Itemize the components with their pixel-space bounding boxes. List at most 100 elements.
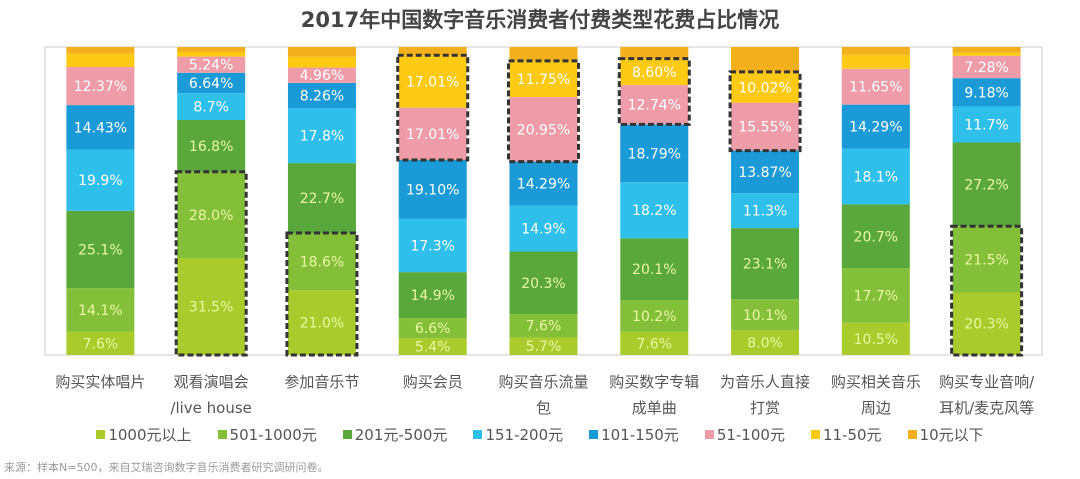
bar-segment: [287, 163, 356, 234]
bar-segment: [952, 78, 1021, 107]
legend-label: 201元-500元: [354, 426, 448, 444]
bar-segment: [66, 210, 135, 289]
bar-segment: [177, 171, 246, 258]
bar-segment: [841, 104, 910, 149]
bar-segment: [952, 292, 1021, 355]
data-label: 7.6%: [636, 336, 672, 352]
data-label: 11.7%: [964, 117, 1008, 133]
legend-swatch: [704, 430, 714, 439]
bar-segment: [177, 119, 246, 172]
bar-segment: [398, 318, 467, 339]
bar-segment: [841, 68, 910, 105]
category-label: 包: [536, 399, 551, 417]
data-label: 11.75%: [517, 72, 570, 88]
bar-segment: [66, 47, 135, 54]
data-label: 14.9%: [410, 288, 454, 304]
bar-segment: [731, 299, 800, 331]
data-label: 20.7%: [854, 229, 898, 245]
data-label: 5.24%: [189, 58, 233, 74]
bar-segment: [66, 288, 135, 332]
bar-segment: [66, 149, 135, 211]
data-label: 14.43%: [74, 120, 127, 136]
category-label: 购买实体唱片: [55, 373, 145, 391]
bar-segment: [509, 47, 578, 61]
data-label: 8.7%: [193, 100, 229, 116]
legend-swatch: [342, 430, 352, 439]
data-label: 28.0%: [189, 208, 233, 224]
bar-segment: [287, 46, 356, 57]
bar-segment: [731, 102, 800, 151]
legend-label: 51-100元: [716, 426, 785, 444]
bar-segment: [177, 56, 246, 73]
bar-segment: [952, 47, 1021, 53]
data-label: 6.64%: [189, 76, 233, 92]
bar-segment: [620, 182, 689, 239]
data-label: 7.6%: [526, 319, 562, 335]
legend-swatch: [589, 430, 599, 439]
data-label: 9.18%: [964, 85, 1008, 101]
legend: 1000元以上 501-1000元 201元-500元 151-200元 101-150…: [0, 424, 1080, 445]
legend-label: 101-150元: [601, 426, 679, 444]
bar-segment: [620, 300, 689, 332]
bar-segment: [952, 55, 1021, 79]
data-label: 20.1%: [632, 262, 676, 278]
legend-swatch: [810, 430, 820, 439]
legend-swatch: [217, 430, 227, 439]
bar-segment: [731, 47, 800, 72]
legend-label: 1000元以上: [108, 426, 192, 444]
bar-segment: [287, 56, 356, 68]
data-label: 8.0%: [747, 336, 783, 352]
legend-swatch: [96, 430, 106, 439]
bar-segment: [841, 204, 910, 269]
bar-segment: [287, 290, 356, 355]
data-label: 12.37%: [74, 79, 127, 95]
data-label: 14.29%: [849, 120, 902, 136]
data-label: 21.5%: [964, 252, 1008, 268]
bar-segment: [509, 60, 578, 98]
bar-segment: [66, 331, 135, 355]
bar-segment: [177, 51, 246, 57]
legend-label: 10元以下: [919, 426, 984, 444]
bar-segment: [731, 71, 800, 103]
bar-segment: [731, 330, 800, 355]
highlight-box: [507, 59, 580, 164]
bar-segment: [509, 205, 578, 252]
data-label: 7.28%: [964, 60, 1008, 76]
data-label: 8.26%: [300, 89, 344, 105]
data-label: 20.95%: [517, 122, 570, 138]
data-label: 17.7%: [854, 288, 898, 304]
data-label: 13.87%: [738, 165, 791, 181]
source-note: 来源：样本N=500，来自艾瑞咨询数字音乐消费者研究调研问卷。: [4, 461, 329, 474]
bar-segment: [620, 331, 689, 355]
bar-segment: [509, 251, 578, 315]
bar-segment: [841, 268, 910, 323]
category-label: 周边: [861, 399, 891, 417]
data-label: 17.8%: [300, 129, 344, 145]
data-label: 18.1%: [854, 170, 898, 186]
bar-segment: [731, 193, 800, 229]
data-label: 17.3%: [410, 239, 454, 255]
bar-segment: [620, 58, 689, 86]
data-label: 14.1%: [78, 303, 122, 319]
data-label: 19.9%: [78, 173, 122, 189]
category-label: /live house: [170, 399, 252, 417]
legend-label: 151-200元: [485, 426, 564, 444]
bar-segment: [841, 47, 910, 55]
category-label: 打赏: [750, 399, 780, 417]
bar-segment: [841, 54, 910, 69]
highlight-box: [728, 70, 802, 153]
data-label: 20.3%: [964, 317, 1008, 333]
data-label: 16.8%: [189, 139, 233, 155]
data-label: 18.6%: [300, 255, 344, 271]
bar-segment: [398, 47, 467, 56]
data-label: 5.7%: [526, 339, 562, 355]
data-label: 25.1%: [78, 243, 122, 259]
bar-segment: [287, 108, 356, 164]
legend-item: 51-100元: [704, 424, 785, 445]
data-label: 31.5%: [189, 299, 233, 315]
bar-segment: [509, 161, 578, 206]
highlight-box: [174, 170, 248, 357]
bar-segment: [952, 52, 1021, 56]
data-label: 20.3%: [521, 276, 565, 292]
